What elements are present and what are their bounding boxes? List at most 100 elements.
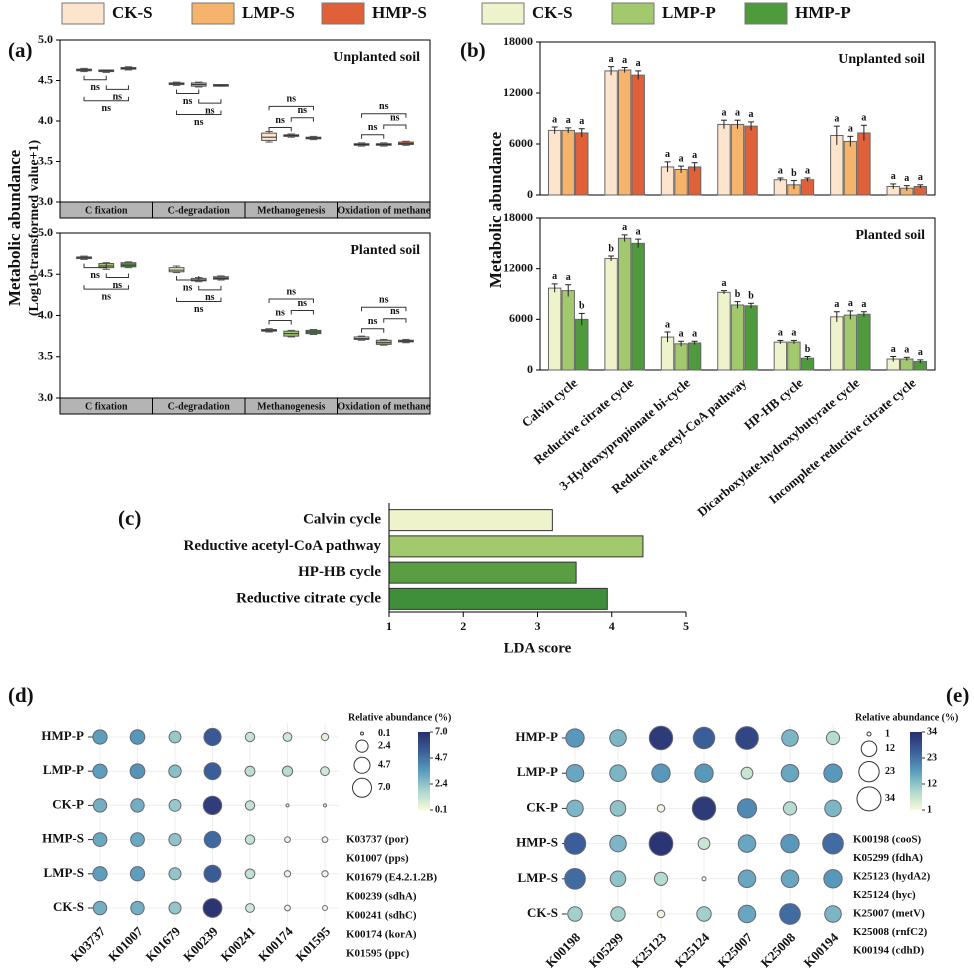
y-axis-label-note: (Log10-transformed value+1) xyxy=(27,139,42,316)
row-label: CK-P xyxy=(52,796,84,811)
gene-note: K25123 (hydA2) xyxy=(853,871,931,883)
significance-label: ns xyxy=(90,270,100,281)
x-tick-label: 2 xyxy=(460,619,466,633)
panel-label: (e) xyxy=(946,683,969,707)
significance-letter: a xyxy=(848,124,853,135)
bubble xyxy=(92,832,108,847)
colorbar xyxy=(910,732,922,810)
bubble xyxy=(697,837,711,850)
gene-note: K00239 (sdhA) xyxy=(346,891,417,903)
bubble xyxy=(782,801,798,816)
colorbar-tick-label: 12 xyxy=(927,778,937,789)
bubble xyxy=(129,729,146,745)
significance-bracket xyxy=(176,297,222,302)
significance-label: ns xyxy=(390,112,400,123)
significance-bracket xyxy=(105,273,129,279)
bar xyxy=(388,509,553,532)
significance-letter: a xyxy=(622,55,627,66)
size-legend-label: 4.7 xyxy=(378,760,391,771)
significance-letter: b xyxy=(608,243,614,254)
bar xyxy=(800,179,815,196)
bar xyxy=(857,313,871,371)
bar xyxy=(604,70,618,196)
gene-note: K00198 (cooS) xyxy=(853,834,921,846)
panel-label: (d) xyxy=(8,683,34,707)
bubble xyxy=(780,869,800,889)
y-category-label: HP-HB cycle xyxy=(298,564,381,580)
bubble xyxy=(130,832,145,847)
x-category-label: C fixation xyxy=(85,205,128,216)
significance-bracket xyxy=(83,285,129,290)
significance-bracket xyxy=(198,99,222,104)
significance-letter: a xyxy=(749,109,754,120)
panel-label: (a) xyxy=(8,38,33,62)
significance-letter: a xyxy=(904,345,909,356)
significance-label: ns xyxy=(113,92,123,103)
significance-label: ns xyxy=(102,103,112,114)
significance-label: ns xyxy=(287,286,297,297)
y-tick-label: 0 xyxy=(527,187,533,201)
significance-letter: a xyxy=(579,116,584,127)
bar xyxy=(547,287,562,371)
column-label: K00194 xyxy=(800,929,841,969)
colorbar-tick-label: 0.1 xyxy=(435,804,448,815)
bar xyxy=(717,291,731,371)
significance-label: ns xyxy=(183,96,193,107)
bubble xyxy=(322,905,328,911)
bubble xyxy=(129,763,146,780)
legend-label: HMP-P xyxy=(795,3,851,22)
colorbar-tick-label: 4.7 xyxy=(435,752,448,763)
bubble xyxy=(92,798,108,813)
significance-letter: a xyxy=(791,328,796,339)
bubble xyxy=(168,832,182,847)
significance-bracket xyxy=(268,319,292,325)
bubble xyxy=(656,804,666,813)
bar xyxy=(800,357,815,371)
bar xyxy=(631,74,645,196)
significance-bracket xyxy=(83,263,107,269)
bubble xyxy=(202,795,223,816)
legend-label: LMP-P xyxy=(662,3,716,22)
bar xyxy=(674,343,688,371)
significance-letter: a xyxy=(636,226,641,237)
significance-letter: a xyxy=(861,113,866,124)
row-label: CK-S xyxy=(53,899,84,914)
size-legend-label: 1 xyxy=(885,728,890,739)
y-tick-label: 3.0 xyxy=(38,194,53,208)
significance-letter: a xyxy=(848,298,853,309)
bubble xyxy=(653,871,669,886)
bar xyxy=(561,290,575,371)
bubble xyxy=(168,798,182,812)
bubble xyxy=(129,866,146,882)
column-label: K00198 xyxy=(542,929,583,969)
bar xyxy=(773,341,788,371)
significance-label: ns xyxy=(102,291,112,302)
y-tick-label: 6000 xyxy=(509,311,533,325)
significance-letter: a xyxy=(679,329,684,340)
size-legend-label: 34 xyxy=(885,793,895,804)
bubble xyxy=(610,906,626,922)
significance-bracket xyxy=(83,96,129,102)
significance-bracket xyxy=(198,285,222,291)
significance-bracket xyxy=(361,134,385,139)
significance-letter: a xyxy=(566,272,571,283)
bar xyxy=(388,561,577,584)
bubble xyxy=(694,763,714,783)
bar xyxy=(843,314,858,371)
column-label: K01007 xyxy=(105,923,146,964)
gene-note: K00194 (cdhD) xyxy=(853,945,925,957)
significance-letter: a xyxy=(552,271,557,282)
bubble xyxy=(130,798,145,813)
significance-letter: a xyxy=(665,149,670,160)
bar xyxy=(575,318,589,371)
y-tick-label: 4.5 xyxy=(38,72,53,86)
y-tick-label: 12000 xyxy=(503,260,533,274)
legend-title: Relative abundance (%) xyxy=(348,712,451,723)
bar xyxy=(674,169,688,196)
row-label: LMP-P xyxy=(517,764,558,779)
significance-bracket xyxy=(176,110,222,116)
x-category-label: C-degradation xyxy=(168,205,231,216)
y-tick-label: 5.0 xyxy=(38,32,53,46)
bubble xyxy=(245,903,255,913)
size-legend-circle xyxy=(866,731,872,737)
